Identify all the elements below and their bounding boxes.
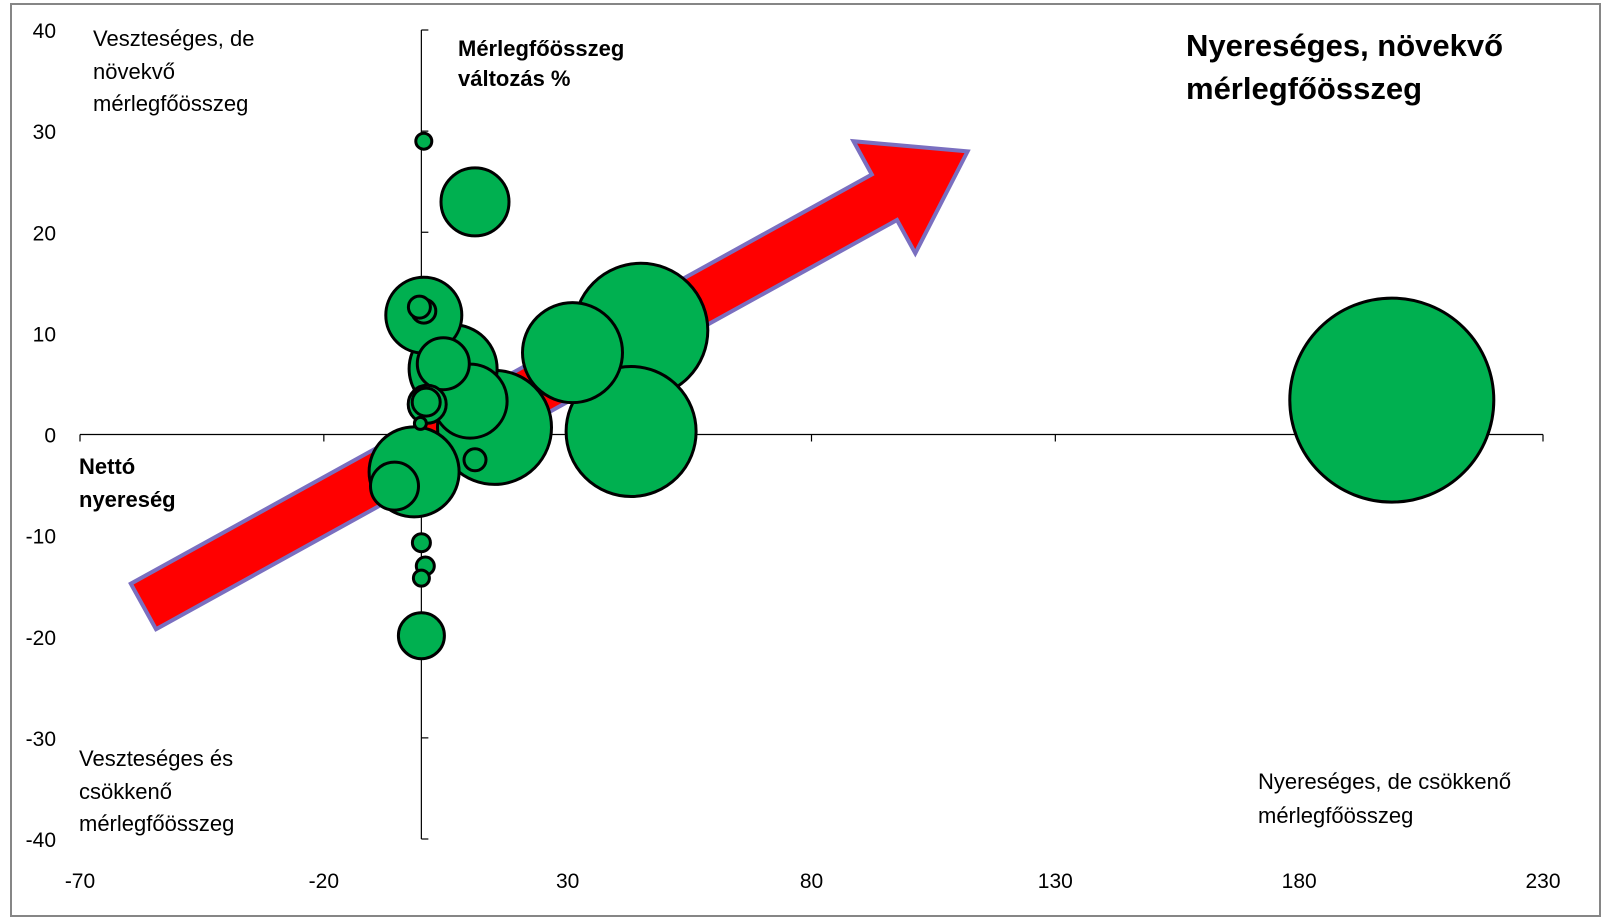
data-bubble [396,611,446,661]
y-tick-label: 20 [33,222,56,245]
y-tick-label: -40 [26,829,56,852]
data-bubble [564,365,698,498]
y-tick-label: -20 [26,627,56,650]
y-axis-title-line-2: változás % [458,66,571,91]
y-tick-label: -10 [26,526,56,549]
x-tick-label: -70 [65,870,95,893]
data-bubble [415,336,471,392]
axes-layer: -70 -20 30 80 130 180 230 40 30 20 10 0 -10 -20 -30 -40 [26,20,1561,893]
label-layer: Mérlegfőösszeg változás % Nettó nyereség… [79,26,1511,836]
y-tick-label: 40 [33,20,56,43]
quadrant-bottom-right-line-1: Nyereséges, de csökkenő [1258,769,1511,794]
data-bubble [414,131,434,151]
quadrant-bottom-right-line-2: mérlegfőösszeg [1258,803,1413,828]
quadrant-top-right-line-2: mérlegfőösszeg [1186,71,1422,106]
data-bubble [521,301,624,405]
x-tick-label: 80 [800,870,823,893]
y-tick-label: -30 [26,728,56,751]
data-bubble [462,447,488,473]
data-bubble [1288,296,1496,504]
data-bubble [411,568,431,588]
x-tick-label: 130 [1038,870,1073,893]
quadrant-bottom-left-line-2: csökkenő [79,779,172,804]
data-bubble [369,460,420,512]
x-tick-label: 230 [1525,870,1560,893]
x-tick-label: 180 [1282,870,1317,893]
data-bubble [410,386,442,418]
x-axis-title-line-2: nyereség [79,487,176,512]
bubble-layer [367,131,1496,661]
quadrant-bottom-left-line-1: Veszteséges és [79,746,233,771]
quadrant-top-left-line-2: növekvő [93,59,175,84]
y-tick-label: 30 [33,121,56,144]
quadrant-top-left-line-1: Veszteséges, de [93,26,254,51]
quadrant-top-left-line-3: mérlegfőösszeg [93,91,248,116]
data-bubble [410,532,432,554]
y-axis-title-line-1: Mérlegfőösszeg [458,36,624,61]
y-tick-label: 0 [44,425,56,448]
data-bubble [412,415,428,431]
x-tick-label: 30 [556,870,579,893]
y-tick-label: 10 [33,323,56,346]
data-bubble [406,294,432,320]
data-bubble [439,166,511,238]
x-tick-label: -20 [309,870,339,893]
quadrant-top-right-line-1: Nyereséges, növekvő [1186,28,1503,63]
x-axis-title-line-1: Nettó [79,454,135,479]
quadrant-bottom-left-line-3: mérlegfőösszeg [79,811,234,836]
